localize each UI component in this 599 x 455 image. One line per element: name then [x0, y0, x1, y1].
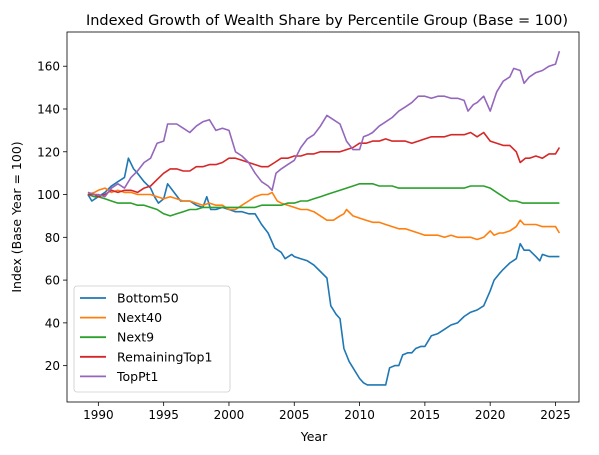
series-line-next9 [87, 183, 560, 217]
y-tick-label: 120 [37, 145, 60, 159]
series-line-toppt1 [87, 50, 561, 198]
y-tick-label: 100 [37, 188, 60, 202]
plot-series [87, 50, 561, 386]
x-tick-label: 2010 [344, 408, 375, 422]
y-axis: 20 40 60 80 100 120 140 160 [37, 60, 67, 373]
legend-label-bottom50: Bottom50 [117, 291, 179, 306]
legend-label-toppt1: TopPt1 [116, 369, 159, 384]
legend-label-next40: Next40 [117, 310, 162, 325]
x-tick-label: 2015 [410, 408, 441, 422]
x-tick-label: 1995 [148, 408, 179, 422]
y-tick-label: 40 [45, 316, 60, 330]
series-line-remainingtop1 [87, 131, 561, 198]
legend-label-remainingtop1: RemainingTop1 [117, 349, 212, 364]
y-axis-title: Index (Base Year = 100) [9, 141, 24, 292]
x-axis: 1990 1995 2000 2005 2010 2015 2020 2025 [83, 402, 571, 422]
legend-label-next9: Next9 [117, 330, 154, 345]
x-tick-label: 2000 [214, 408, 245, 422]
y-tick-label: 80 [45, 231, 60, 245]
legend: Bottom50 Next40 Next9 RemainingTop1 TopPt1 [73, 285, 231, 393]
series-line-next40 [87, 187, 561, 241]
plot-frame [66, 31, 580, 403]
series-line-bottom50 [87, 157, 560, 386]
y-tick-label: 160 [37, 60, 60, 74]
x-tick-label: 1990 [83, 408, 114, 422]
y-tick-label: 60 [45, 274, 60, 288]
x-axis-title: Year [300, 429, 328, 444]
chart-title: Indexed Growth of Wealth Share by Percen… [86, 13, 568, 29]
y-tick-label: 140 [37, 102, 60, 116]
y-tick-label: 20 [45, 359, 60, 373]
x-tick-label: 2025 [540, 408, 571, 422]
x-tick-label: 2020 [475, 408, 506, 422]
legend-box [73, 285, 231, 393]
x-tick-label: 2005 [279, 408, 310, 422]
